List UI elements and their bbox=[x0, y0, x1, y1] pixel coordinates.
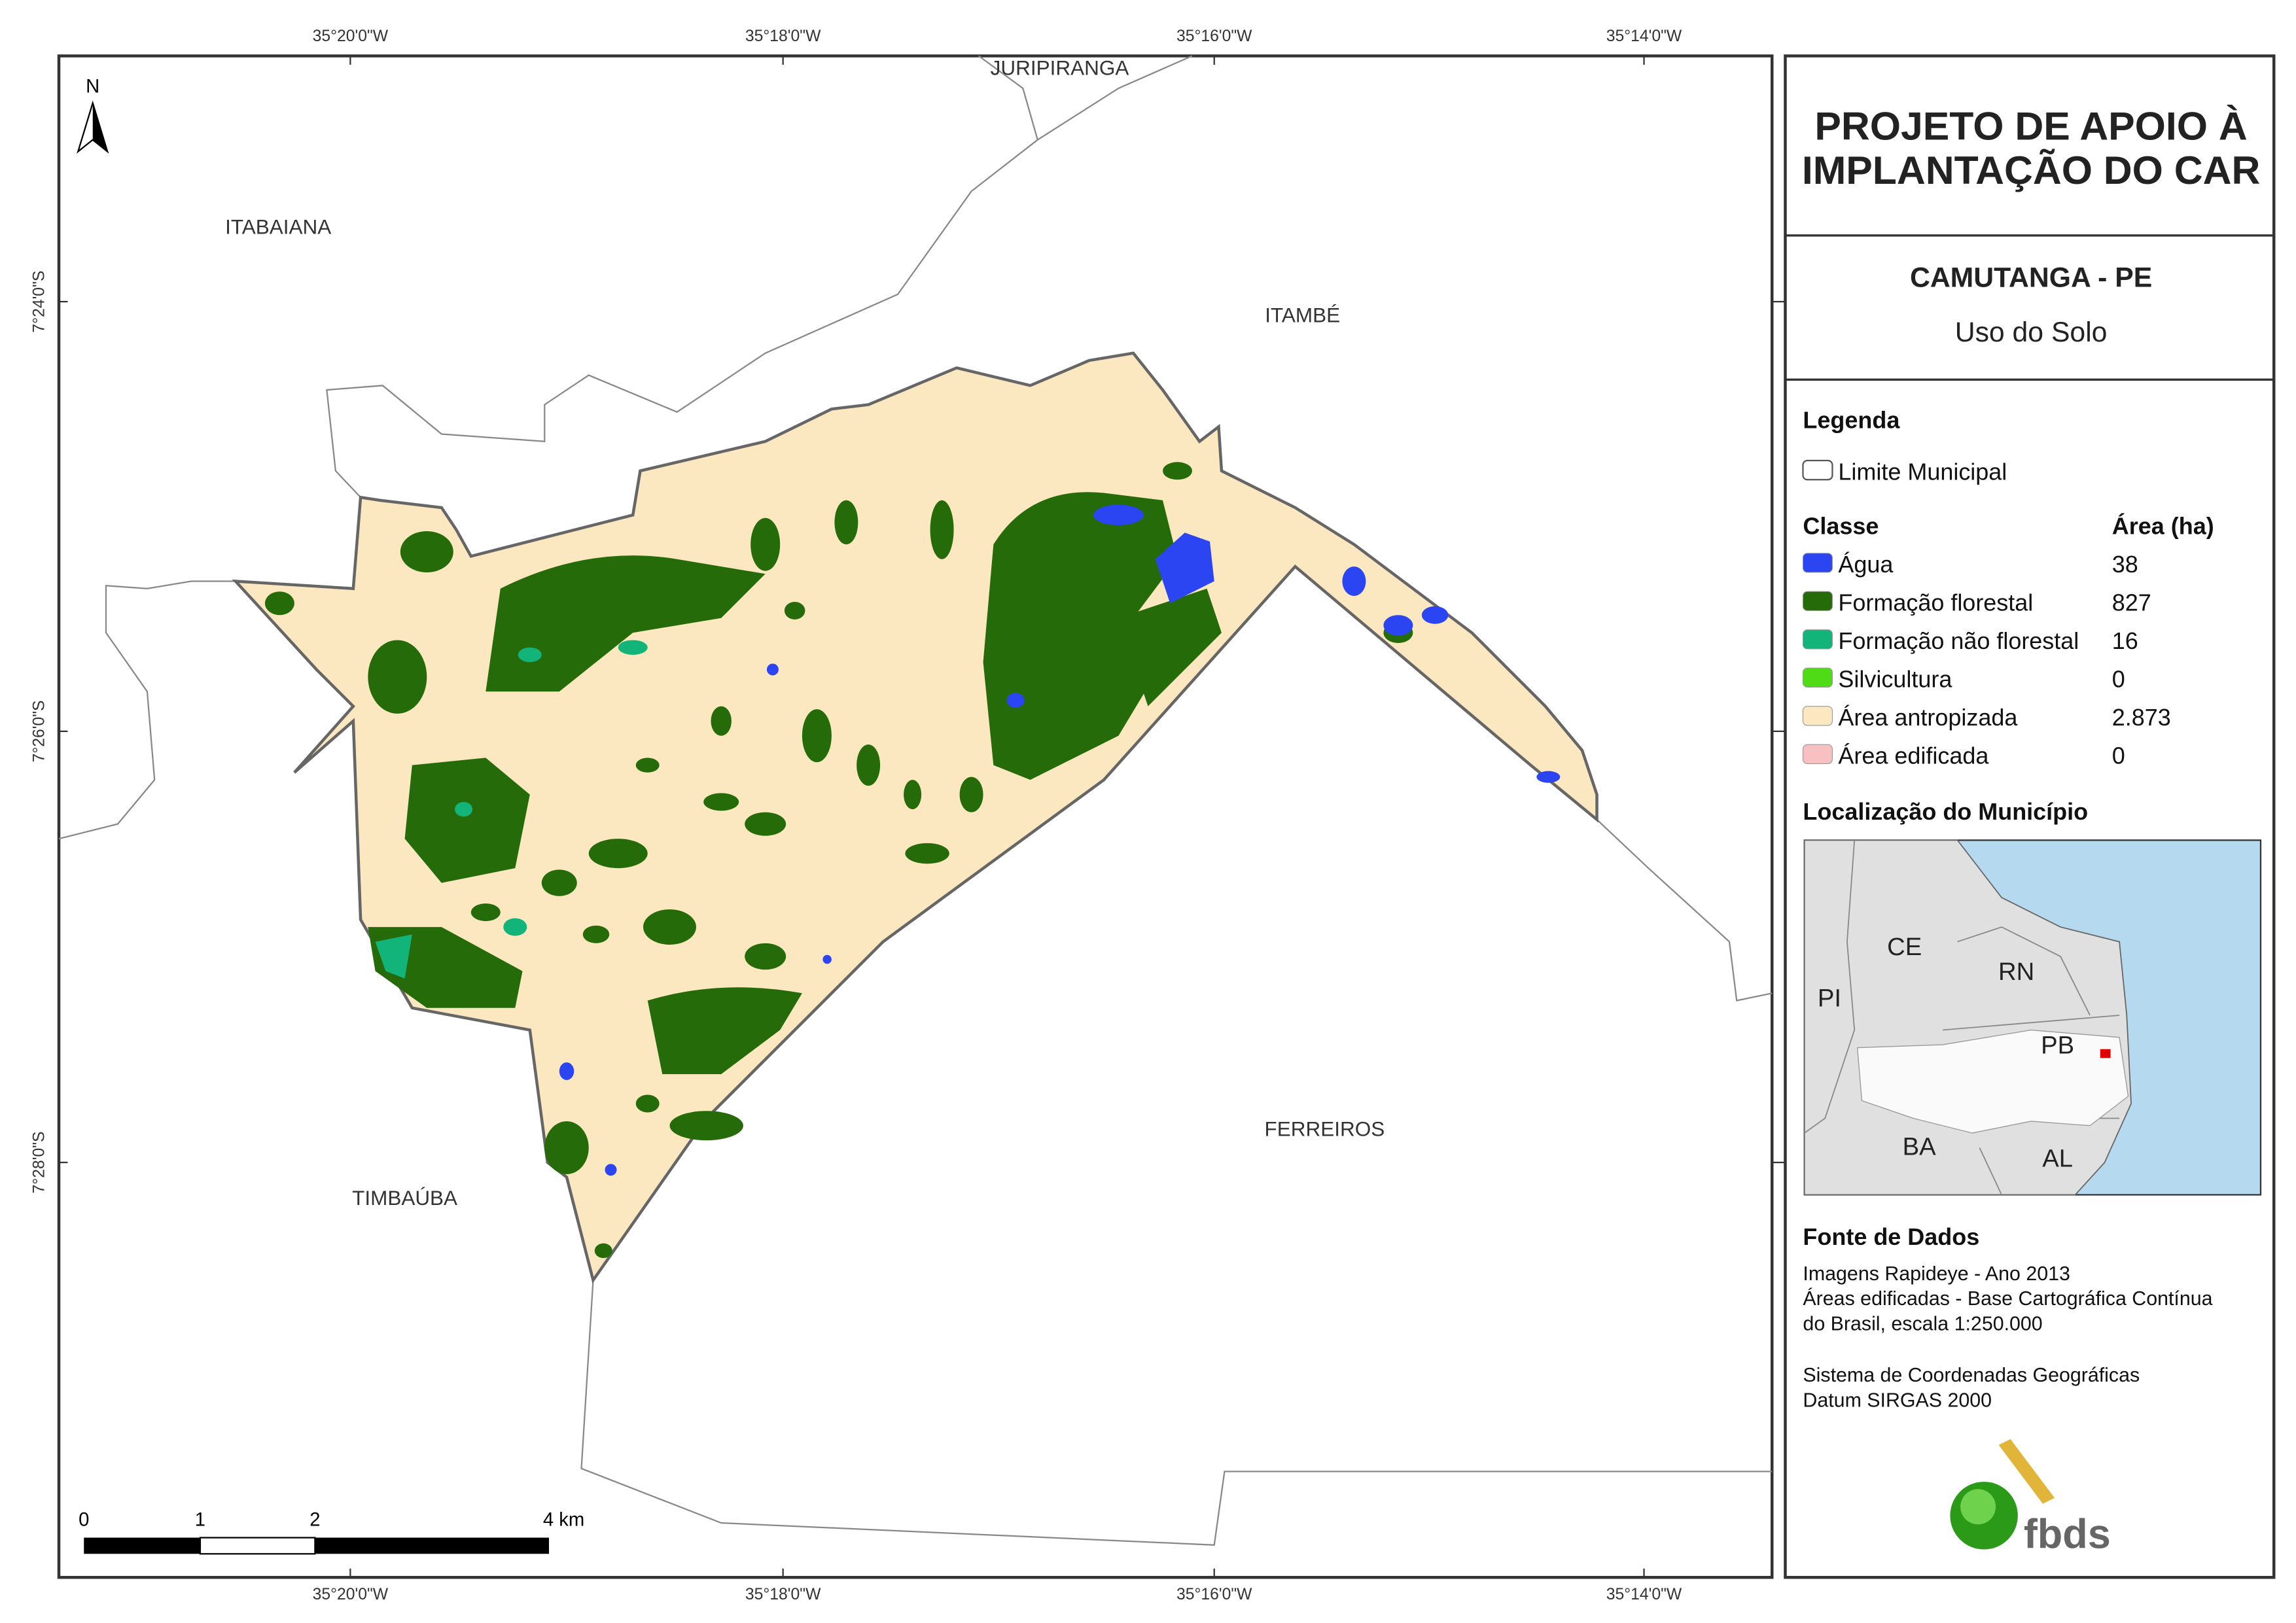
scale-bar bbox=[315, 1537, 550, 1554]
side-panel bbox=[1784, 54, 2276, 1579]
legend-swatch bbox=[1802, 553, 1833, 573]
location-title: Localização do Município bbox=[1803, 798, 2088, 825]
legend-area: 16 bbox=[2112, 627, 2138, 654]
scale-label: 1 bbox=[195, 1510, 205, 1531]
source-line: do Brasil, escala 1:250.000 bbox=[1803, 1313, 2042, 1335]
lat-tick-label: 7°26'0"S bbox=[31, 700, 48, 762]
neighbor-label: FERREIROS bbox=[1265, 1117, 1385, 1140]
legend-label: Área edificada bbox=[1838, 742, 1988, 769]
legend-header: Classe bbox=[1803, 513, 1879, 540]
legend-area: 0 bbox=[2112, 665, 2125, 692]
municipality-name: CAMUTANGA - PE bbox=[1910, 262, 2152, 294]
scale-label: 0 bbox=[79, 1510, 89, 1531]
source-line: Imagens Rapideye - Ano 2013 bbox=[1803, 1263, 2070, 1285]
north-arrow bbox=[92, 103, 108, 152]
state-label: CE bbox=[1887, 933, 1922, 961]
legend-label: Água bbox=[1838, 551, 1893, 578]
neighbor-label: ITAMBÉ bbox=[1265, 304, 1340, 327]
lon-tick-label: 35°14'0"W bbox=[1606, 1586, 1682, 1603]
scale-label: 2 bbox=[309, 1510, 320, 1531]
state-label: RN bbox=[1998, 958, 2034, 986]
legend-header: Área (ha) bbox=[2112, 513, 2214, 540]
scale-label: 4 km bbox=[543, 1510, 584, 1531]
legend-title: Legenda bbox=[1803, 407, 1900, 434]
neighbor-label: JURIPIRANGA bbox=[991, 56, 1129, 80]
lon-tick-label: 35°16'0"W bbox=[1176, 1586, 1252, 1603]
state-label: PB bbox=[2041, 1032, 2074, 1060]
lon-tick-label: 35°18'0"W bbox=[745, 1586, 821, 1603]
scale-bar bbox=[199, 1537, 316, 1555]
state-label: BA bbox=[1903, 1133, 1936, 1161]
lat-tick-label: 7°28'0"S bbox=[31, 1132, 48, 1194]
location-inset bbox=[1803, 839, 2262, 1196]
title: IMPLANTAÇÃO DO CAR bbox=[1802, 148, 2260, 192]
neighbor-boundaries bbox=[58, 55, 1773, 1546]
land-cover bbox=[264, 462, 1561, 1259]
source-line: Datum SIRGAS 2000 bbox=[1803, 1389, 1992, 1411]
legend-swatch bbox=[1802, 667, 1833, 688]
north-label: N bbox=[86, 77, 99, 97]
state-label: PI bbox=[1818, 985, 1841, 1013]
legend-area: 827 bbox=[2112, 589, 2151, 616]
scale-bar bbox=[84, 1537, 200, 1554]
lon-tick-label: 35°14'0"W bbox=[1606, 27, 1682, 45]
legend-label: Limite Municipal bbox=[1838, 458, 2007, 485]
legend-swatch bbox=[1802, 744, 1833, 764]
logo-text: fbds bbox=[2024, 1511, 2111, 1557]
sources-title: Fonte de Dados bbox=[1803, 1223, 1979, 1250]
legend-label: Formação florestal bbox=[1838, 589, 2033, 616]
legend-label: Área antropizada bbox=[1838, 704, 2017, 731]
state-label: AL bbox=[2042, 1145, 2073, 1173]
source-line: Sistema de Coordenadas Geográficas bbox=[1803, 1365, 2140, 1386]
lon-tick-label: 35°20'0"W bbox=[313, 1586, 389, 1603]
lon-tick-label: 35°18'0"W bbox=[745, 27, 821, 45]
legend-swatch bbox=[1802, 706, 1833, 726]
legend-area: 38 bbox=[2112, 551, 2138, 578]
source-line: Áreas edificadas - Base Cartográfica Con… bbox=[1803, 1288, 2212, 1310]
subtitle: Uso do Solo bbox=[1955, 317, 2108, 348]
legend-swatch bbox=[1802, 459, 1833, 481]
lon-tick-label: 35°16'0"W bbox=[1176, 27, 1252, 45]
lon-tick-label: 35°20'0"W bbox=[313, 27, 389, 45]
legend-label: Formação não florestal bbox=[1838, 627, 2079, 654]
title: PROJETO DE APOIO À bbox=[1814, 104, 2247, 148]
lat-tick-label: 7°24'0"S bbox=[31, 271, 48, 333]
logo bbox=[1950, 1439, 2055, 1550]
neighbor-label: TIMBAÚBA bbox=[352, 1186, 457, 1210]
neighbor-label: ITABAIANA bbox=[225, 215, 331, 239]
legend-area: 0 bbox=[2112, 742, 2125, 769]
legend-swatch bbox=[1802, 629, 1833, 650]
legend-label: Silvicultura bbox=[1838, 665, 1952, 692]
legend-area: 2.873 bbox=[2112, 704, 2171, 731]
legend-swatch bbox=[1802, 591, 1833, 612]
